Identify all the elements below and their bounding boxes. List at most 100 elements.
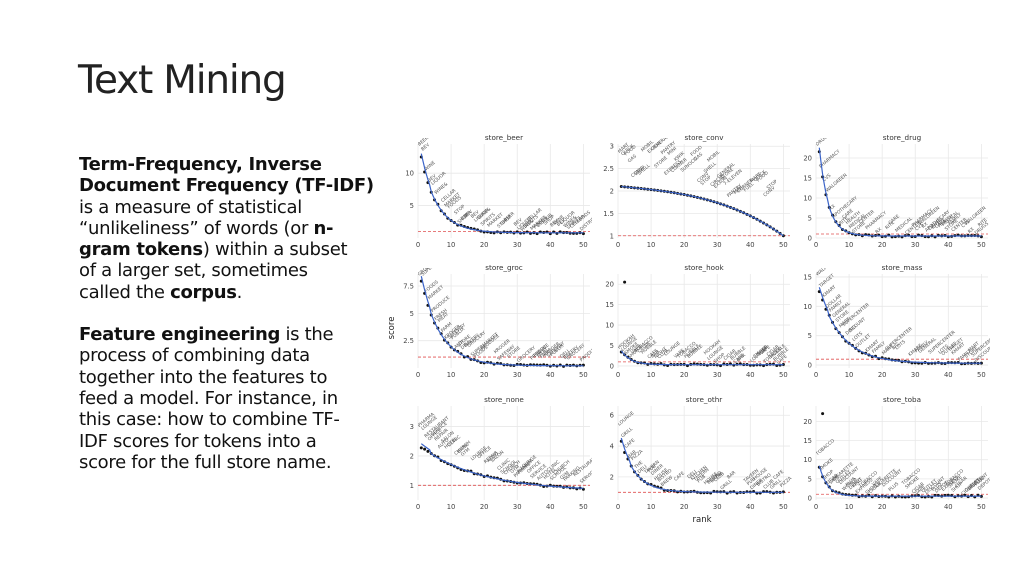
x-tick-label: 10 (647, 503, 656, 511)
facet-title: store_othr (686, 395, 723, 404)
slide-title: Text Mining (78, 58, 287, 103)
x-tick-label: 10 (647, 371, 656, 379)
token-label: THE (633, 460, 645, 471)
x-tick-label: 0 (814, 371, 818, 379)
token-labels: TOBACCOSMOKESHOPCIGARVAPECIGARETTEOUTLET… (816, 438, 990, 497)
facet-store-toba: store_toba 0 5 10 15 20 0 10 20 30 40 50 TOBACCOSMOK… (803, 395, 990, 511)
token-label: PLUS (845, 476, 858, 488)
y-tick-label: 3 (610, 143, 614, 151)
smooth-fit-line (818, 287, 982, 364)
smooth-fit-line (420, 153, 584, 234)
data-point (821, 412, 825, 416)
y-tick-label: 15 (803, 175, 812, 183)
token-label: BEV (427, 173, 439, 184)
x-tick-label: 10 (845, 241, 854, 249)
data-point (426, 449, 430, 453)
x-tick-label: 20 (878, 371, 887, 379)
token-label: DELI (686, 469, 698, 480)
token-labels: BEERBEVWINEBEVLIQUORWINE&CELLARMARKETFOO… (418, 138, 592, 233)
token-label: BEV (470, 209, 482, 220)
token-label: SUPERMARKET (420, 251, 450, 278)
y-tick-label: 15 (803, 437, 812, 445)
tfidf-definition: Term-Frequency, Inverse Document Frequenc… (79, 154, 374, 303)
token-label: DELI (637, 464, 649, 475)
y-tick-label: 20 (803, 418, 812, 426)
y-tick-label: 5 (808, 215, 812, 223)
token-label: BIG (891, 341, 901, 351)
data-point (423, 447, 427, 451)
y-tick-label: 6 (610, 412, 614, 420)
x-tick-label: 10 (447, 503, 456, 511)
y-tick-label: 0 (610, 362, 614, 370)
x-tick-label: 50 (977, 371, 986, 379)
token-labels: DRUGPHARMACYCVSWALGREENRXAPOTHECARYRITEC… (816, 138, 990, 236)
facet-title: store_beer (485, 133, 523, 142)
token-label: BEV (463, 208, 475, 219)
token-label: BAR (650, 348, 662, 359)
y-tick-label: 0 (808, 235, 812, 243)
x-tick-label: 20 (878, 241, 887, 249)
x-tick-label: 30 (713, 371, 722, 379)
data-point (419, 446, 423, 450)
feature-engineering-definition: Feature engineering is the process of com… (79, 324, 340, 473)
y-tick-label: 3 (410, 423, 414, 431)
x-tick-label: 0 (616, 503, 620, 511)
y-tick-label: 10 (405, 170, 414, 178)
x-tick-label: 30 (713, 241, 722, 249)
y-tick-label: 5 (410, 310, 414, 318)
y-tick-label: 15 (605, 301, 614, 309)
x-tick-label: 20 (680, 371, 689, 379)
facet-store-beer: store_beer 5 10 0 10 20 30 40 50 BEERBEVWINEBEVLI… (405, 133, 592, 249)
slide-body: Term-Frequency, Inverse Document Frequenc… (79, 154, 383, 473)
y-tick-label: 15 (803, 273, 812, 281)
token-label: RX (874, 227, 883, 236)
token-label: RX (828, 203, 837, 212)
data-point (623, 280, 627, 284)
x-tick-label: 50 (977, 503, 986, 511)
token-label: RITE (977, 217, 989, 228)
token-label: GRILL (620, 426, 634, 439)
x-tick-label: 10 (845, 371, 854, 379)
x-tick-label: 0 (814, 503, 818, 511)
token-label: BAR (627, 449, 639, 460)
token-label: DELI (460, 340, 472, 351)
y-tick-label: 0 (808, 362, 812, 370)
x-tick-label: 30 (911, 371, 920, 379)
y-tick-label: 2 (610, 473, 614, 481)
y-tick-label: 2.5 (403, 337, 414, 345)
smooth-fit-line (818, 147, 982, 237)
x-tick-label: 50 (977, 241, 986, 249)
y-tick-label: 10 (803, 303, 812, 311)
token-label: RX (967, 226, 976, 235)
y-tick-label: 20 (605, 281, 614, 289)
x-tick-label: 30 (513, 371, 522, 379)
token-label: PUB (647, 463, 658, 474)
x-tick-label: 40 (944, 371, 953, 379)
smooth-fit-line (620, 350, 784, 366)
x-tick-label: 10 (647, 241, 656, 249)
token-label: GYM (509, 464, 521, 475)
token-label: LOUNGE (617, 410, 636, 427)
token-label: PLUS (931, 481, 944, 493)
x-tick-label: 10 (447, 241, 456, 249)
smooth-fit-line (420, 443, 584, 489)
token-label: PUB (696, 474, 707, 485)
token-label: MINI (666, 146, 678, 157)
x-tick-label: 50 (579, 371, 588, 379)
x-tick-label: 0 (814, 241, 818, 249)
token-label: MINI (733, 185, 745, 196)
y-tick-label: 5 (610, 342, 614, 350)
token-label: PLUS (888, 481, 901, 493)
y-tick-label: 2 (410, 452, 414, 460)
token-label: CVS (821, 173, 832, 184)
token-label: GYM (460, 447, 472, 458)
x-tick-label: 40 (944, 241, 953, 249)
facet-title: store_drug (883, 133, 921, 142)
x-tick-label: 10 (447, 371, 456, 379)
x-tick-label: 40 (746, 241, 755, 249)
facet-title: store_mass (882, 263, 923, 272)
x-tick-label: 10 (845, 503, 854, 511)
x-tick-label: 0 (416, 503, 420, 511)
y-tick-label: 2 (610, 188, 614, 196)
